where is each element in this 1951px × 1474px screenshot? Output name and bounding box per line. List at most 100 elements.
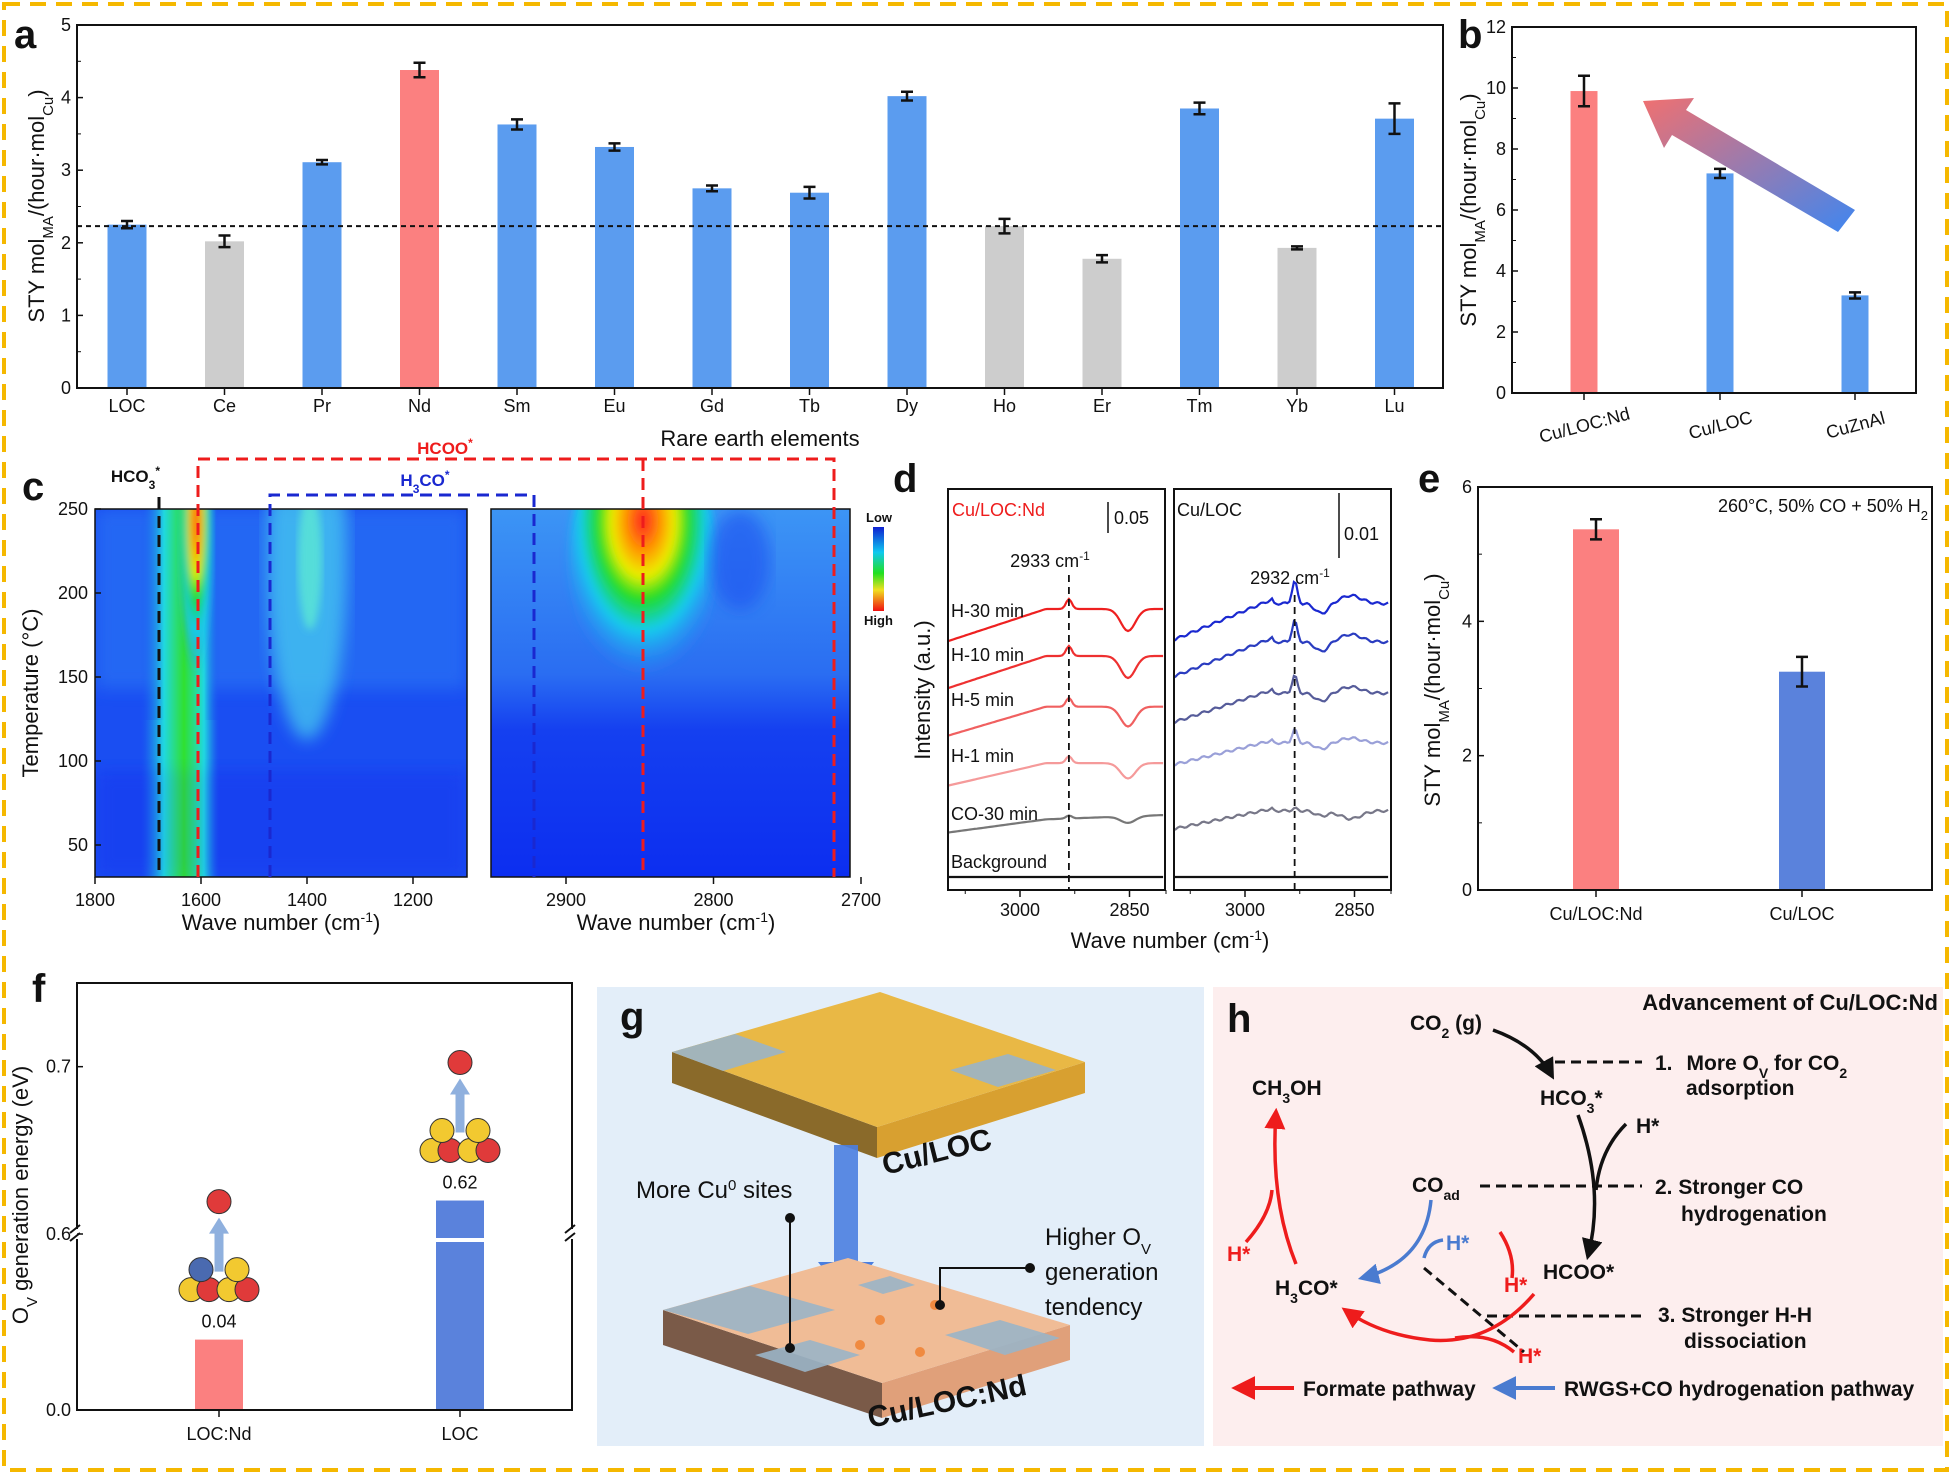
spectrum-right-h-5-min	[1172, 674, 1389, 725]
x-tick-label: 1600	[181, 890, 221, 910]
bar-ho	[985, 226, 1024, 388]
cu-sites-leader	[785, 1213, 795, 1353]
spectrum-right-h-10-min	[1172, 619, 1389, 679]
panel-h-title: Advancement of Cu/LOC:Nd	[1642, 990, 1938, 1015]
panel-c-band-markers	[157, 457, 836, 877]
x-tick-label: Yb	[1286, 396, 1308, 416]
panel-a-bar-chart: LOC Ce Pr Nd Sm Eu Gd Tb Dy Ho Er Tm Yb Lu 0 1 2 3 4 5 Rare …	[61, 15, 1444, 451]
panel-d-left-frame	[947, 488, 1166, 891]
x-tick-label: 3000	[1000, 900, 1040, 920]
y-tick-label: 4	[61, 88, 71, 108]
arrow-h-branch-red-left	[1244, 1189, 1274, 1244]
y-tick-label: 0	[1496, 383, 1506, 403]
error-bar	[706, 184, 718, 193]
spectrum-left-h-30-min	[948, 597, 1164, 643]
x-tick-label: Ce	[213, 396, 236, 416]
x-tick-label: Cu/LOC	[1686, 407, 1754, 443]
x-tick-label: Nd	[408, 396, 431, 416]
panel-c-right-frame	[490, 508, 851, 878]
series-label: H-30 min	[951, 601, 1024, 621]
ch3oh-label: CH3OH	[1252, 1077, 1322, 1106]
y-tick-label: 2	[1462, 746, 1472, 766]
panel-b-ylabel: STY molMA/(hour·molCu)	[1456, 93, 1489, 326]
axis-break-cover	[566, 1229, 578, 1239]
panel-letter-f: f	[32, 967, 46, 1011]
ov-label-line3: tendency	[1045, 1294, 1142, 1321]
x-tick-label: Lu	[1384, 396, 1404, 416]
colorbar-high-label: High	[864, 613, 893, 628]
x-tick-label: 2850	[1334, 900, 1374, 920]
y-tick-label: 0.0	[46, 1400, 71, 1420]
trend-arrow-icon	[1643, 98, 1855, 232]
y-tick-label: 0	[61, 378, 71, 398]
y-tick-label: 1	[61, 305, 71, 325]
panel-a-ylabel: STY molMA/(hour·molCu)	[24, 89, 57, 322]
series-label: H-10 min	[951, 645, 1024, 665]
y-tick-label: 12	[1486, 17, 1506, 37]
bar-lu	[1375, 118, 1414, 389]
bar-er	[1082, 258, 1122, 388]
note-1-line1: 1. More OV for CO2	[1655, 1052, 1847, 1081]
h-star-label-black: H*	[1636, 1115, 1660, 1138]
panel-f-bar-chart: 0.04 LOC:Nd 0.62 LOC 0.0 0.6 0.7	[46, 982, 578, 1444]
oxygen-vacancy-molecule-icon	[178, 1189, 260, 1303]
y-tick-label: 5	[61, 15, 71, 35]
error-bar	[218, 234, 231, 249]
panel-a-frame	[76, 24, 1444, 389]
y-tick-label: 6	[1462, 477, 1472, 497]
ov-label-line2: generation	[1045, 1259, 1158, 1286]
y-tick-label: 50	[68, 835, 88, 855]
error-bar	[511, 118, 523, 131]
spectrum-right-co-30-min	[1173, 806, 1389, 832]
y-tick-label: 8	[1496, 139, 1506, 159]
hco3-label: HCO3*	[111, 464, 160, 492]
panel-letter-c: c	[22, 465, 44, 509]
x-tick-label: 2800	[693, 890, 733, 910]
x-tick-label: 1200	[393, 890, 433, 910]
y-tick-label: 4	[1496, 261, 1506, 281]
y-tick-label: 2	[1496, 322, 1506, 342]
series-label: H-5 min	[951, 690, 1014, 710]
error-bar	[1096, 253, 1108, 264]
x-tick-label: Sm	[504, 396, 531, 416]
arrow-hcoo-to-h3co	[1341, 1292, 1536, 1343]
error-bar	[901, 90, 913, 102]
arrow-h-branch-black	[1594, 1122, 1628, 1191]
note-2-line2: hydrogenation	[1681, 1203, 1827, 1226]
colorbar	[873, 527, 884, 611]
h3co-label: H3CO*	[400, 468, 449, 496]
bar-gd	[692, 188, 732, 388]
y-tick-label: 0.7	[46, 1057, 71, 1077]
arrow-h3co-to-ch3oh	[1264, 1107, 1298, 1265]
bar-cu-loc-nd	[1573, 529, 1619, 890]
panel-d-spectra: 3000 2850 3000 2850 H-30 min H-10 min H-5 min H…	[947, 488, 1392, 920]
panel-f-ylabel: OV generation energy (eV)	[8, 1066, 41, 1324]
x-tick-label: LOC	[108, 396, 145, 416]
panel-c-left-xlabel: Wave number (cm-1)	[182, 909, 381, 935]
h-star-label-red-bottom: H*	[1518, 1345, 1542, 1368]
panel-letter-g: g	[620, 995, 644, 1039]
panel-c-axes: 250 200 150 100 50 1800 1600 1400 1200 2900 2800 27…	[58, 499, 881, 910]
bar-cu-loc	[1779, 671, 1825, 890]
error-bar	[1388, 102, 1401, 136]
arrow-h-red-arc	[1498, 1231, 1515, 1279]
panel-c-heatmap-right	[491, 509, 850, 877]
x-tick-label: Cu/LOC:Nd	[1537, 404, 1632, 447]
arrow-h-branch-red-bottom	[1454, 1334, 1516, 1354]
y-tick-label: 200	[58, 583, 88, 603]
x-tick-label: 3000	[1225, 900, 1265, 920]
error-bar	[1796, 655, 1808, 688]
x-tick-label: Cu/LOC	[1769, 904, 1834, 924]
panel-d-right-scale-label: 0.01	[1344, 524, 1379, 544]
arrow-coad-to-h3co	[1357, 1199, 1433, 1285]
panel-letter-b: b	[1458, 13, 1482, 57]
panel-d-right-frame	[1173, 488, 1392, 891]
y-tick-label: 100	[58, 751, 88, 771]
ov-label-line1: Higher OV	[1045, 1224, 1151, 1258]
hcoo-bracket-line	[196, 457, 836, 877]
x-tick-label: Gd	[700, 396, 724, 416]
h3co-star-label: H3CO*	[1275, 1277, 1338, 1306]
bar-cuznal	[1841, 295, 1869, 393]
bar-cu-loc	[1706, 173, 1734, 393]
